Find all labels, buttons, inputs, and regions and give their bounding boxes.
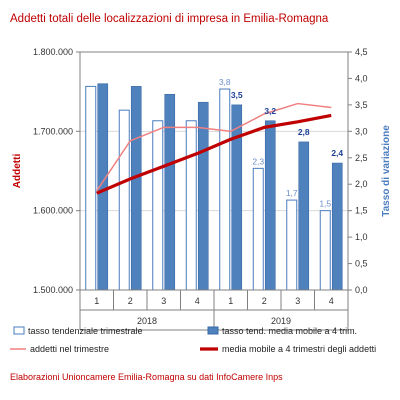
category-axis: 1 2 3 4 1 2 3 4 2018 2019 xyxy=(79,290,349,331)
line-media-mobile-addetti xyxy=(96,113,332,195)
bar-tasso-tendenziale xyxy=(118,109,130,291)
bar-media-mobile-tasso xyxy=(197,101,209,291)
left-tick-label: 1.500.000 xyxy=(33,285,73,295)
right-tick-label: 2,0 xyxy=(355,179,368,189)
right-tick-label: 2,5 xyxy=(355,153,368,163)
category-label: 1 xyxy=(94,296,99,306)
bar-tasso-tendenziale xyxy=(286,199,298,291)
data-labels: 3,83,5 2,3 3,2 1,7 2,8 1,5 2,4 xyxy=(219,77,344,209)
legend-swatch-media-mobile-tasso xyxy=(207,326,219,335)
right-axis-ticks: 0,0 0,5 1,0 1,5 2,0 2,5 3,0 3,5 4,0 4,5 xyxy=(348,47,368,295)
legend-swatch-tasso-tendenziale xyxy=(13,326,25,335)
legend-label-media-mobile-tasso: tasso tend. media mobile a 4 trim. xyxy=(222,326,357,336)
bar-media-mobile-tasso xyxy=(231,104,243,291)
bar-media-mobile-tasso xyxy=(264,120,276,291)
category-label: 4 xyxy=(195,296,200,306)
bar-media-mobile-tasso xyxy=(164,94,176,291)
category-label: 1 xyxy=(228,296,233,306)
footer-note: Elaborazioni Unioncamere Emilia-Romagna … xyxy=(10,372,283,382)
right-tick-label: 3,0 xyxy=(355,126,368,136)
category-label: 3 xyxy=(295,296,300,306)
bar-tasso-tendenziale xyxy=(219,88,231,291)
data-label-media-mobile-tasso: 2,8 xyxy=(298,127,310,137)
bar-tasso-tendenziale xyxy=(85,85,97,291)
right-tick-label: 1,0 xyxy=(355,232,368,242)
right-tick-label: 1,5 xyxy=(355,206,368,216)
left-tick-label: 1.800.000 xyxy=(33,47,73,57)
data-label-tasso-tendenziale: 1,7 xyxy=(286,188,298,198)
right-tick-label: 0,0 xyxy=(355,285,368,295)
legend-label-media-mobile-addetti: media mobile a 4 trimestri degli addetti xyxy=(222,344,376,354)
data-label-media-mobile-tasso: 2,4 xyxy=(331,148,343,158)
data-label-tasso-tendenziale: 1,5 xyxy=(319,199,331,209)
bar-media-mobile-tasso xyxy=(130,86,142,291)
year-group-label: 2018 xyxy=(137,316,157,326)
left-axis-ticks: 1.500.000 1.600.000 1.700.000 1.800.000 xyxy=(33,47,80,295)
legend-label-addetti-trimestre: addetti nel trimestre xyxy=(30,344,109,354)
y-axis-title: Addetti xyxy=(12,154,23,189)
right-tick-label: 0,5 xyxy=(355,259,368,269)
data-label-tasso-tendenziale: 2,3 xyxy=(252,156,264,166)
bar-tasso-tendenziale xyxy=(252,167,264,291)
data-label-media-mobile-tasso: 3,2 xyxy=(264,106,276,116)
right-tick-label: 4,0 xyxy=(355,73,368,83)
left-tick-label: 1.700.000 xyxy=(33,126,73,136)
left-tick-label: 1.600.000 xyxy=(33,206,73,216)
data-label-tasso-tendenziale: 3,8 xyxy=(219,77,231,87)
category-label: 4 xyxy=(329,296,334,306)
category-label: 3 xyxy=(161,296,166,306)
category-label: 2 xyxy=(128,296,133,306)
right-tick-label: 4,5 xyxy=(355,47,368,57)
bar-layer xyxy=(85,83,343,291)
legend-label-tasso-tendenziale: tasso tendenziale trimestrale xyxy=(28,326,143,336)
line-addetti-trimestre xyxy=(96,102,332,192)
data-label-media-mobile-tasso: 3,5 xyxy=(231,90,243,100)
bar-media-mobile-tasso xyxy=(331,162,343,291)
bar-tasso-tendenziale xyxy=(319,210,331,291)
legend: tasso tendenziale trimestrale tasso tend.… xyxy=(10,326,376,354)
bar-tasso-tendenziale xyxy=(152,120,164,291)
line-layer xyxy=(96,102,332,195)
bar-media-mobile-tasso xyxy=(298,141,310,291)
year-group-label: 2019 xyxy=(271,316,291,326)
right-tick-label: 3,5 xyxy=(355,100,368,110)
chart-title: Addetti totali delle localizzazioni di i… xyxy=(10,13,329,25)
category-label: 2 xyxy=(262,296,267,306)
y2-axis-title: Tasso di variazione xyxy=(381,125,392,217)
bar-tasso-tendenziale xyxy=(185,120,197,291)
